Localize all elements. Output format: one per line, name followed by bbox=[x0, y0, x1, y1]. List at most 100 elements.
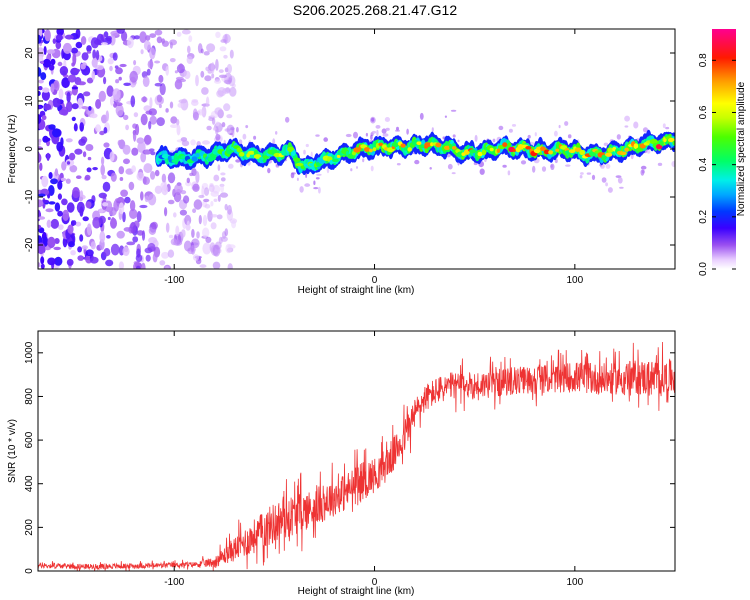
noise-blob bbox=[176, 119, 180, 126]
track-halo bbox=[565, 164, 571, 167]
noise-blob bbox=[95, 124, 102, 133]
noise-blob bbox=[215, 121, 220, 126]
track-core bbox=[620, 151, 627, 156]
noise-blob bbox=[167, 199, 175, 205]
noise-blob bbox=[186, 177, 190, 184]
noise-blob bbox=[168, 234, 174, 239]
noise-blob bbox=[218, 74, 228, 79]
noise-blob bbox=[44, 29, 51, 42]
track-halo bbox=[607, 187, 613, 193]
noise-blob bbox=[215, 31, 221, 38]
noise-blob bbox=[192, 108, 198, 119]
noise-blob bbox=[207, 210, 213, 222]
noise-blob bbox=[115, 104, 124, 117]
noise-blob bbox=[154, 29, 163, 36]
noise-blob bbox=[86, 223, 92, 236]
track-core bbox=[624, 147, 629, 152]
track-core bbox=[287, 146, 295, 152]
noise-blob bbox=[170, 238, 178, 246]
noise-blob bbox=[119, 63, 127, 68]
noise-blob bbox=[202, 242, 212, 255]
noise-blob bbox=[38, 216, 46, 220]
track-halo bbox=[554, 158, 558, 164]
noise-blob bbox=[129, 70, 138, 83]
noise-blob bbox=[38, 86, 43, 91]
noise-blob bbox=[231, 220, 237, 229]
track-core bbox=[291, 150, 296, 156]
track-halo bbox=[603, 142, 609, 146]
noise-blob bbox=[58, 88, 64, 100]
noise-blob bbox=[82, 151, 87, 158]
noise-blob bbox=[202, 140, 210, 145]
colorbar-tick-label: 0.6 bbox=[698, 105, 709, 119]
noise-blob bbox=[131, 165, 137, 173]
track-halo bbox=[313, 180, 316, 186]
noise-blob bbox=[46, 152, 50, 161]
noise-blob bbox=[198, 194, 205, 199]
noise-blob bbox=[57, 180, 63, 190]
noise-blob bbox=[148, 193, 157, 206]
track-core bbox=[452, 146, 457, 150]
noise-blob bbox=[226, 63, 232, 74]
noise-blob bbox=[80, 36, 87, 45]
track-halo bbox=[617, 177, 623, 184]
noise-blob bbox=[65, 178, 71, 184]
noise-blob bbox=[115, 79, 120, 84]
track-halo bbox=[534, 132, 537, 137]
noise-blob bbox=[95, 64, 104, 70]
track-halo bbox=[371, 117, 375, 122]
track-core bbox=[308, 163, 316, 167]
track-halo bbox=[457, 139, 460, 143]
noise-blob bbox=[186, 56, 193, 64]
track-halo bbox=[419, 112, 424, 120]
noise-blob bbox=[61, 77, 70, 89]
noise-blob bbox=[98, 208, 104, 213]
noise-blob bbox=[156, 94, 163, 103]
track-halo bbox=[384, 117, 390, 122]
track-core bbox=[659, 141, 664, 146]
noise-blob bbox=[135, 265, 141, 269]
noise-blob bbox=[179, 209, 187, 216]
noise-blob bbox=[101, 175, 107, 180]
snr-series-line bbox=[38, 341, 675, 571]
noise-blob bbox=[95, 50, 100, 61]
noise-blob bbox=[38, 106, 43, 110]
track-halo bbox=[323, 137, 329, 142]
noise-blob bbox=[167, 249, 175, 258]
noise-blob bbox=[40, 256, 45, 265]
track-halo bbox=[253, 135, 257, 140]
snr-background bbox=[38, 331, 675, 571]
noise-blob bbox=[149, 115, 157, 125]
noise-blob bbox=[98, 215, 106, 224]
x-tick-label: -100 bbox=[164, 275, 184, 286]
track-halo bbox=[217, 164, 221, 172]
noise-blob bbox=[123, 158, 130, 165]
noise-blob bbox=[142, 149, 152, 155]
noise-blob bbox=[203, 51, 210, 56]
noise-blob bbox=[159, 83, 166, 96]
noise-blob bbox=[133, 112, 139, 118]
noise-blob bbox=[133, 60, 137, 66]
track-halo bbox=[370, 134, 373, 140]
track-halo bbox=[640, 169, 645, 176]
noise-blob bbox=[71, 62, 75, 67]
track-halo bbox=[591, 174, 596, 180]
noise-blob bbox=[229, 87, 237, 97]
noise-blob bbox=[81, 52, 89, 61]
track-halo bbox=[272, 138, 276, 145]
noise-blob bbox=[204, 75, 212, 82]
noise-blob bbox=[64, 34, 74, 40]
noise-blob bbox=[119, 177, 124, 181]
track-halo bbox=[624, 115, 630, 122]
noise-blob bbox=[210, 214, 218, 218]
noise-blob bbox=[199, 264, 207, 268]
noise-blob bbox=[46, 49, 56, 54]
noise-blob bbox=[62, 209, 70, 222]
noise-blob bbox=[195, 74, 199, 87]
noise-blob bbox=[219, 192, 229, 198]
noise-blob bbox=[79, 234, 84, 242]
track-halo bbox=[532, 165, 536, 173]
track-core bbox=[363, 147, 371, 152]
track-halo bbox=[382, 133, 389, 137]
track-halo bbox=[558, 124, 561, 129]
